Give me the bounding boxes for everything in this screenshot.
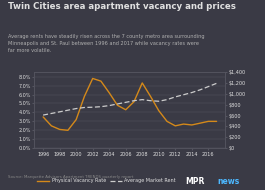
Text: Twin Cities area apartment vacancy and prices: Twin Cities area apartment vacancy and p… bbox=[8, 2, 236, 11]
Legend: Physical Vacancy Rate, Average Market Rent: Physical Vacancy Rate, Average Market Re… bbox=[35, 176, 178, 185]
Text: MPR: MPR bbox=[186, 177, 205, 186]
Text: Source: Marquette Advisors Apartment TRENDS quarterly report: Source: Marquette Advisors Apartment TRE… bbox=[8, 175, 133, 179]
Text: news: news bbox=[217, 177, 240, 186]
Text: Average rents have steadily risen across the 7 county metro area surrounding
Min: Average rents have steadily risen across… bbox=[8, 34, 205, 53]
